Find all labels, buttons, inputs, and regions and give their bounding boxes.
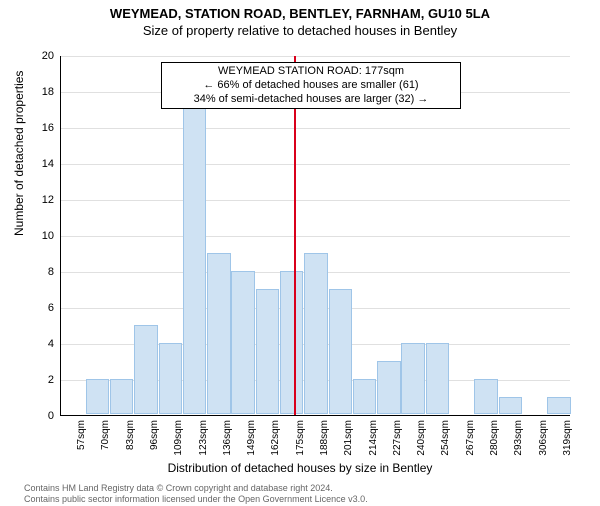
bar (183, 91, 206, 414)
x-tick-label: 109sqm (173, 420, 184, 470)
gridline (61, 236, 570, 237)
bar (280, 271, 303, 414)
y-tick-label: 14 (24, 158, 54, 170)
bar (256, 289, 279, 414)
x-tick-label: 149sqm (246, 420, 257, 470)
y-tick-label: 8 (24, 266, 54, 278)
x-tick-label: 267sqm (465, 420, 476, 470)
bar (499, 397, 522, 414)
x-tick-label: 83sqm (125, 420, 136, 470)
y-tick-label: 4 (24, 338, 54, 350)
x-tick-label: 306sqm (538, 420, 549, 470)
x-tick-label: 70sqm (100, 420, 111, 470)
footer-attribution: Contains HM Land Registry data © Crown c… (24, 483, 368, 504)
x-tick-label: 280sqm (489, 420, 500, 470)
x-tick-label: 319sqm (562, 420, 573, 470)
y-tick-label: 20 (24, 50, 54, 62)
x-tick-label: 136sqm (222, 420, 233, 470)
bar (426, 343, 449, 414)
x-tick-label: 96sqm (149, 420, 160, 470)
y-tick-label: 18 (24, 86, 54, 98)
y-tick-label: 10 (24, 230, 54, 242)
bar (474, 379, 497, 414)
bar (547, 397, 570, 414)
y-tick-label: 2 (24, 374, 54, 386)
reference-line (294, 56, 296, 415)
bar (231, 271, 254, 414)
bar (377, 361, 400, 414)
x-tick-label: 254sqm (440, 420, 451, 470)
y-tick-label: 16 (24, 122, 54, 134)
chart-area: WEYMEAD STATION ROAD: 177sqm← 66% of det… (60, 56, 570, 416)
gridline (61, 128, 570, 129)
annot-line2: ← 66% of detached houses are smaller (61… (166, 79, 456, 93)
annotation-box: WEYMEAD STATION ROAD: 177sqm← 66% of det… (161, 62, 461, 109)
y-tick-label: 12 (24, 194, 54, 206)
x-tick-label: 57sqm (76, 420, 87, 470)
x-tick-label: 214sqm (368, 420, 379, 470)
bar (86, 379, 109, 414)
bar (110, 379, 133, 414)
page-title-line1: WEYMEAD, STATION ROAD, BENTLEY, FARNHAM,… (0, 6, 600, 21)
bar (401, 343, 424, 414)
annot-line1: WEYMEAD STATION ROAD: 177sqm (166, 65, 456, 79)
bar (159, 343, 182, 414)
bar (353, 379, 376, 414)
y-tick-label: 0 (24, 410, 54, 422)
x-tick-label: 201sqm (343, 420, 354, 470)
x-tick-label: 123sqm (198, 420, 209, 470)
bar (329, 289, 352, 414)
x-tick-label: 240sqm (416, 420, 427, 470)
x-tick-label: 175sqm (295, 420, 306, 470)
bar (207, 253, 230, 414)
gridline (61, 200, 570, 201)
x-tick-label: 227sqm (392, 420, 403, 470)
bar (134, 325, 157, 414)
gridline (61, 164, 570, 165)
bar (304, 253, 327, 414)
x-tick-label: 162sqm (270, 420, 281, 470)
gridline (61, 56, 570, 57)
footer-line1: Contains HM Land Registry data © Crown c… (24, 483, 368, 493)
page-title-line2: Size of property relative to detached ho… (0, 23, 600, 38)
annot-line3: 34% of semi-detached houses are larger (… (166, 93, 456, 107)
y-tick-label: 6 (24, 302, 54, 314)
x-tick-label: 188sqm (319, 420, 330, 470)
footer-line2: Contains public sector information licen… (24, 494, 368, 504)
plot-region: WEYMEAD STATION ROAD: 177sqm← 66% of det… (60, 56, 570, 416)
x-tick-label: 293sqm (513, 420, 524, 470)
